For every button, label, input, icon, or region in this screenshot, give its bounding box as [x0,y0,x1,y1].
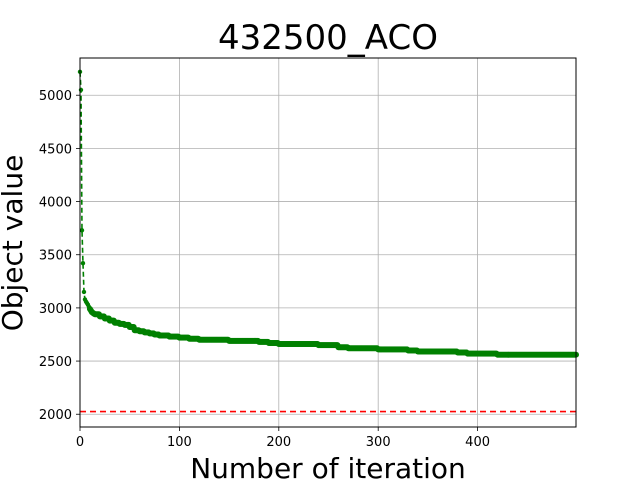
axis-ticks: 0 100 200 300 400 2000 2500 3000 3500 4000 4500 500… [39,89,490,450]
y-tick-label: 2000 [39,408,72,423]
y-axis-label: Object value [0,155,29,332]
y-tick-label: 3500 [39,249,72,264]
plot-frame [79,57,577,428]
y-tick-label: 3000 [39,302,72,317]
y-tick-label: 4000 [39,196,72,211]
y-tick-label: 2500 [39,355,72,370]
x-tick-label: 400 [465,435,490,450]
y-tick-label: 5000 [39,89,72,104]
series-point [79,228,85,233]
series-point [78,87,84,93]
plot-series [77,69,579,413]
grid [79,58,576,427]
x-tick-label: 100 [167,435,192,450]
series-point [81,289,87,295]
series-line [79,71,576,356]
x-tick-label: 0 [76,435,84,450]
x-tick-label: 300 [366,435,391,450]
x-tick-label: 200 [266,435,291,450]
series-point [80,261,86,266]
chart-title: 432500_ACO [218,18,438,58]
x-axis-label: Number of iteration [190,452,466,480]
y-tick-label: 4500 [39,142,72,157]
